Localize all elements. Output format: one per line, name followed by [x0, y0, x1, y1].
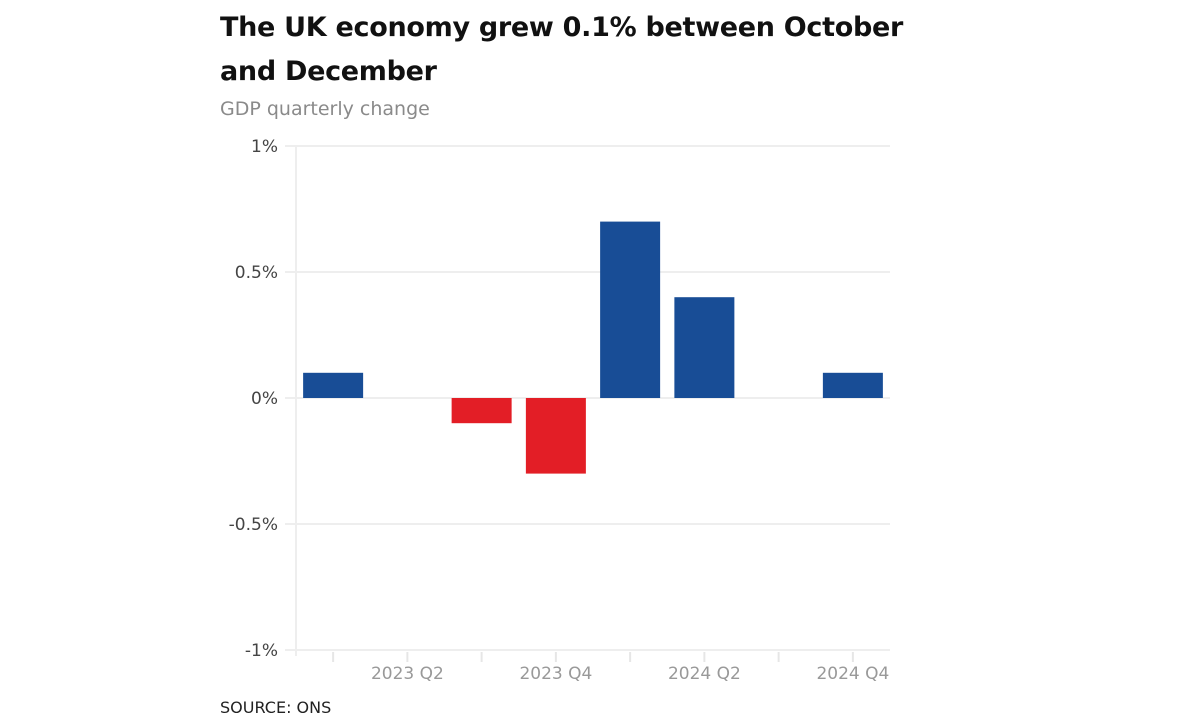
- bar-2024-q4: [822, 372, 883, 398]
- x-tick-label: 2023 Q4: [519, 664, 592, 684]
- y-tick-label: -1%: [245, 641, 278, 661]
- x-tick-label: 2023 Q2: [371, 664, 444, 684]
- y-tick-label: 0.5%: [235, 263, 278, 283]
- chart-title: The UK economy grew 0.1% between October…: [220, 12, 904, 87]
- bar-2023-q1: [303, 372, 364, 398]
- y-tick-label: 1%: [251, 137, 278, 157]
- bar-2024-q2: [674, 297, 735, 398]
- y-tick-label: 0%: [251, 389, 278, 409]
- chart-subtitle: GDP quarterly change: [220, 98, 430, 120]
- bar-2024-q1: [600, 221, 661, 398]
- source-note: SOURCE: ONS: [220, 698, 332, 717]
- x-tick-label: 2024 Q4: [816, 664, 889, 684]
- x-tick-label: 2024 Q2: [668, 664, 741, 684]
- bar-2023-q4: [525, 398, 586, 474]
- y-tick-label: -0.5%: [229, 515, 278, 535]
- bar-2023-q3: [451, 398, 512, 424]
